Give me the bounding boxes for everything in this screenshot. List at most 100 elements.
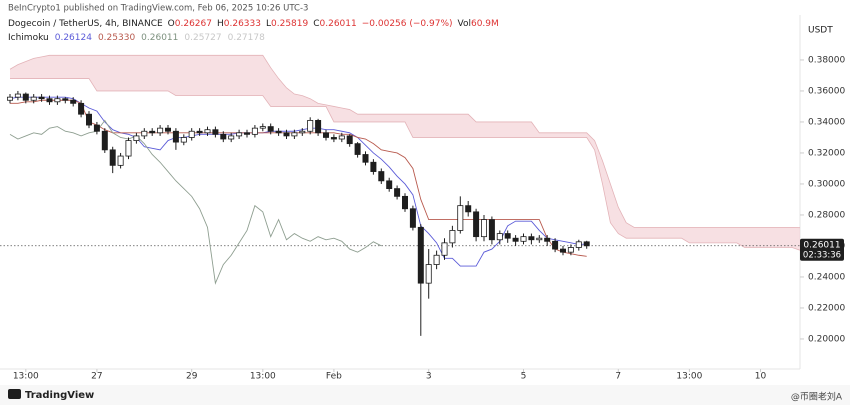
x-tick-label: 7 (615, 372, 621, 382)
y-tick-label: 0.28000 (808, 210, 845, 220)
candle-body (488, 219, 495, 241)
candle-body (370, 161, 377, 172)
indicator-legend: Ichimoku 0.26124 0.25330 0.26011 0.25727 0.27… (8, 33, 265, 43)
candle-body (583, 241, 590, 247)
candle-body (228, 135, 235, 140)
candle-body (133, 135, 140, 141)
x-tick-label: 29 (186, 372, 198, 382)
candle-body (196, 130, 203, 134)
indicator-name: Ichimoku (8, 33, 49, 43)
ohlc-key: L (266, 19, 271, 29)
symbol: Dogecoin / TetherUS, 4h, BINANCE (8, 19, 163, 29)
candle-body (22, 93, 29, 101)
candle-body (386, 180, 393, 190)
candle-body (528, 236, 535, 241)
candle-body (259, 126, 266, 129)
price-tag-label: 0.26011 (803, 240, 840, 250)
candle-body (315, 120, 322, 134)
candle-body (212, 129, 219, 135)
candle-body (180, 137, 187, 143)
candle-body (330, 137, 337, 140)
change: −0.00256 (−0.97%) (362, 19, 453, 29)
candle-body (307, 120, 314, 132)
y-tick-label: 0.38000 (808, 55, 845, 65)
candle-body (243, 132, 250, 135)
watermark: @币圈老刘A (791, 391, 843, 403)
candle-body (575, 241, 582, 248)
y-tick-label: 0.30000 (808, 179, 845, 189)
candle-body (512, 237, 519, 242)
indicator-value: 0.26124 (55, 33, 92, 43)
x-tick-label: 27 (91, 372, 102, 382)
candle-body (204, 129, 211, 134)
candle-body (7, 96, 13, 101)
candle-body (101, 130, 108, 151)
candle-body (125, 140, 132, 157)
candle-body (62, 98, 69, 101)
candle-body (560, 248, 567, 253)
candle-body (172, 130, 179, 143)
footer-bar (0, 385, 850, 405)
candle-body (401, 195, 408, 210)
candle-body (480, 219, 487, 238)
indicator-value: 0.27178 (228, 33, 265, 43)
candle-body (544, 237, 551, 242)
x-tick-label: 13:00 (250, 372, 276, 382)
candle-body (275, 130, 282, 134)
candle-body (149, 130, 156, 134)
countdown: 02:33:36 (803, 250, 841, 260)
candle-body (354, 143, 361, 155)
candle-body (109, 149, 116, 166)
volume-key: Vol (458, 19, 471, 29)
candle-body (38, 96, 45, 100)
candle-body (346, 135, 353, 145)
candle-body (465, 205, 472, 213)
ohlc-key: H (217, 19, 224, 29)
candle-body (291, 132, 298, 137)
candle-body (520, 236, 527, 242)
candle-body (117, 155, 124, 166)
candle-body (267, 126, 274, 132)
candle-body (236, 132, 243, 137)
x-tick-label: 13:00 (13, 372, 39, 382)
candle-body (567, 247, 574, 253)
x-tick-label: 3 (426, 372, 432, 382)
candle-body (504, 233, 511, 239)
candle-body (457, 205, 464, 231)
brand: TradingView (25, 390, 94, 401)
volume: 60.9M (471, 19, 499, 29)
currency: USDT (808, 26, 833, 36)
candle-body (141, 130, 148, 137)
candle-body (473, 211, 480, 238)
candle-body (70, 99, 77, 104)
candle-body (378, 171, 385, 182)
candle-body (394, 188, 401, 197)
candle-body (86, 113, 93, 126)
indicator-value: 0.25330 (98, 33, 135, 43)
ohlc-value: 0.26267 (175, 19, 212, 29)
x-tick-label: 10 (755, 372, 767, 382)
y-tick-label: 0.34000 (808, 117, 845, 127)
candle-body (283, 132, 290, 137)
x-tick-label: 13:00 (676, 372, 702, 382)
candle-body (536, 237, 543, 241)
y-tick-label: 0.36000 (808, 86, 845, 96)
y-tick-label: 0.22000 (808, 303, 845, 313)
candle-body (417, 226, 424, 284)
candle-body (441, 242, 448, 256)
ichimoku-cloud (10, 55, 800, 251)
brand-logo (8, 389, 21, 399)
price-tag (800, 238, 844, 261)
candle-body (322, 132, 329, 138)
x-tick-label: Feb (326, 372, 342, 382)
candle-body (338, 135, 345, 140)
candle-body (46, 98, 53, 103)
ohlc-value: 0.26011 (320, 19, 357, 29)
x-tick-label: 5 (521, 372, 527, 382)
candle-body (425, 264, 432, 284)
candle-body (552, 240, 559, 250)
indicator-value: 0.25727 (184, 33, 221, 43)
candle-body (164, 127, 171, 132)
ohlc-key: O (168, 19, 175, 29)
